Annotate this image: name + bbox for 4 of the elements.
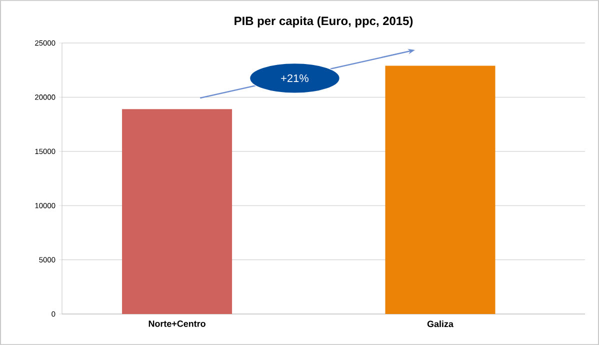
annotation: +21%: [281, 74, 308, 82]
x-tick-label: Norte+Centro: [148, 320, 206, 327]
chart-title: PIB per capita (Euro, ppc, 2015): [234, 16, 413, 28]
x-tick-label: Galiza: [427, 320, 454, 328]
